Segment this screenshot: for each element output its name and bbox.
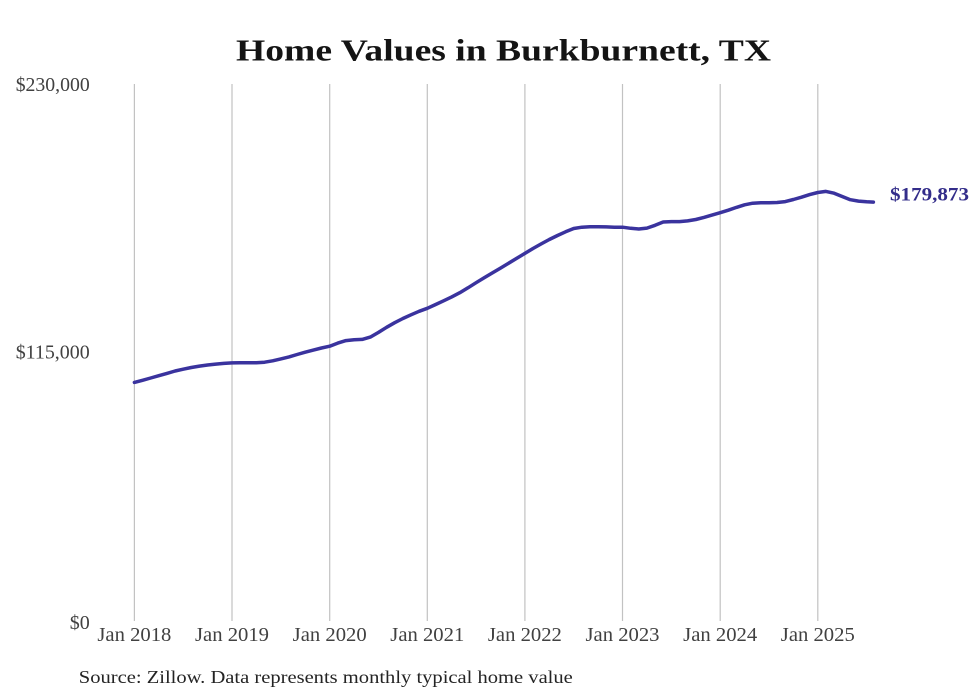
svg-text:Jan 2025: Jan 2025 <box>781 624 855 646</box>
svg-text:Jan 2022: Jan 2022 <box>488 624 562 646</box>
svg-text:$0: $0 <box>70 612 90 634</box>
svg-text:$230,000: $230,000 <box>16 74 90 96</box>
svg-text:$115,000: $115,000 <box>16 342 90 364</box>
svg-text:Home Values in Burkburnett, TX: Home Values in Burkburnett, TX <box>236 32 772 67</box>
svg-text:Jan 2023: Jan 2023 <box>586 624 660 646</box>
svg-text:Jan 2024: Jan 2024 <box>683 624 757 646</box>
svg-text:$179,873: $179,873 <box>890 184 969 205</box>
svg-text:Jan 2020: Jan 2020 <box>293 624 367 646</box>
svg-text:Source: Zillow. Data represent: Source: Zillow. Data represents monthly … <box>79 667 573 687</box>
svg-text:Jan 2019: Jan 2019 <box>195 624 269 646</box>
svg-text:Jan 2018: Jan 2018 <box>97 624 171 646</box>
svg-text:Jan 2021: Jan 2021 <box>390 624 464 646</box>
